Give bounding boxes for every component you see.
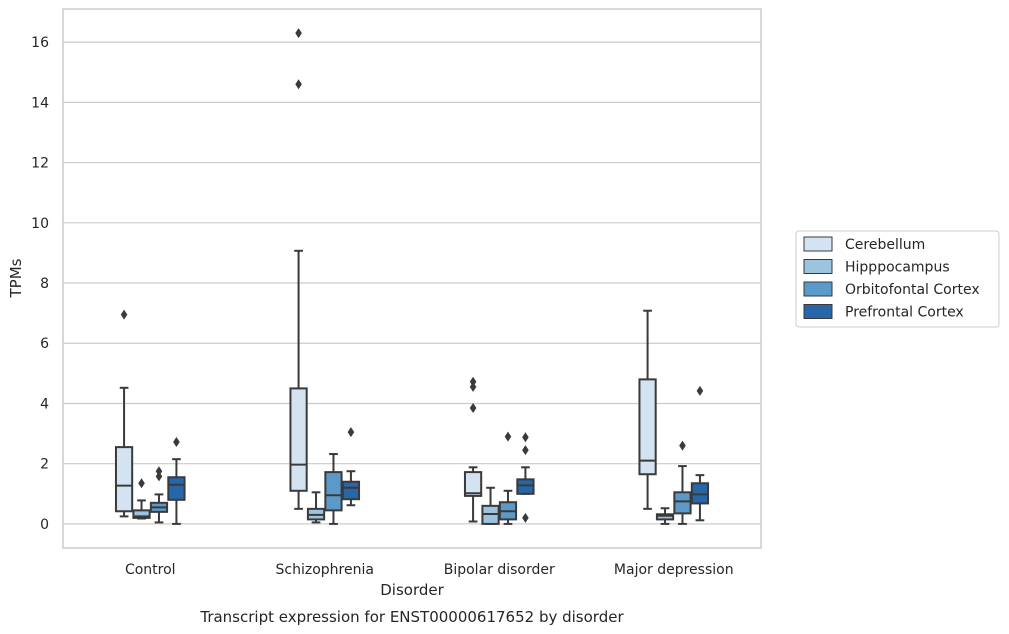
outlier-point <box>120 309 128 320</box>
outlier-point <box>469 381 477 392</box>
box-iqr <box>638 378 657 476</box>
outlier-point <box>347 427 355 438</box>
legend-label: Prefrontal Cortex <box>845 305 964 321</box>
outlier-point <box>155 466 163 477</box>
outlier-point <box>469 402 477 413</box>
x-axis-label: Disorder <box>380 581 444 599</box>
legend-swatch <box>803 236 833 252</box>
box-iqr <box>324 471 343 512</box>
x-tick-label: Schizophrenia <box>276 562 374 578</box>
box-cerebellum-1 <box>289 28 308 510</box>
outlier-point <box>522 512 529 523</box>
box-iqr <box>655 513 675 521</box>
outlier-point <box>696 385 704 396</box>
box-iqr <box>690 482 710 505</box>
box-iqr <box>463 471 483 497</box>
legend-swatch <box>803 259 833 274</box>
box-prefrontal-cortex-2 <box>516 432 535 523</box>
box-hipppocampus-1 <box>306 491 326 524</box>
x-tick-label: Major depression <box>614 562 734 578</box>
y-tick-label: 4 <box>40 396 49 412</box>
x-tick-label: Bipolar disorder <box>444 562 555 578</box>
y-tick-label: 10 <box>31 216 49 232</box>
outlier-point <box>522 432 529 443</box>
box-iqr <box>132 509 151 519</box>
box-iqr <box>289 387 308 492</box>
box-prefrontal-cortex-1 <box>341 427 361 507</box>
box-orbitofontal-cortex-3 <box>673 440 692 525</box>
legend-swatch <box>803 281 833 297</box>
box-iqr <box>673 491 692 515</box>
box-cerebellum-2 <box>463 376 483 523</box>
outlier-point <box>155 471 163 482</box>
y-tick-label: 6 <box>40 336 49 352</box>
box-prefrontal-cortex-0 <box>167 437 186 525</box>
box-orbitofontal-cortex-2 <box>498 431 518 525</box>
box-cerebellum-3 <box>638 309 657 510</box>
box-iqr <box>114 446 134 513</box>
outlier-point <box>295 79 302 90</box>
legend: Cerebellum Hipppocampus Orbitofontal Corte… <box>795 230 1000 328</box>
y-tick-label: 0 <box>40 517 49 533</box>
box-orbitofontal-cortex-0 <box>149 466 169 524</box>
box-iqr <box>341 480 361 501</box>
y-tick-label: 12 <box>31 156 49 172</box>
y-tick-label: 8 <box>40 276 49 292</box>
y-axis-label: TPMs <box>7 258 25 298</box>
x-tick-label: Control <box>125 562 176 578</box>
box-hipppocampus-0 <box>132 478 151 520</box>
box-iqr <box>516 478 535 495</box>
box-hipppocampus-2 <box>481 486 500 525</box>
box-iqr <box>167 476 186 501</box>
outlier-point <box>173 437 180 448</box>
legend-swatch <box>803 304 833 319</box>
box-prefrontal-cortex-3 <box>690 385 710 522</box>
figure-caption: Transcript expression for ENST0000061765… <box>199 608 624 626</box>
y-tick-label: 16 <box>31 35 49 51</box>
legend-label: Orbitofontal Cortex <box>845 282 980 298</box>
grid-lines <box>63 41 761 525</box>
y-tick-label: 14 <box>31 95 49 111</box>
box-plot-series <box>114 28 710 525</box>
outlier-point <box>469 376 477 387</box>
box-orbitofontal-cortex-1 <box>324 453 343 525</box>
y-tick-label: 2 <box>40 457 49 473</box>
outlier-point <box>522 445 529 456</box>
y-tick-labels: 0 2 4 6 8 10 12 14 16 <box>31 35 49 533</box>
outlier-point <box>679 440 686 451</box>
x-tick-labels: Control Schizophrenia Bipolar disorder Majo… <box>125 562 734 578</box>
outlier-point <box>504 431 512 442</box>
legend-label: Cerebellum <box>845 237 925 253</box>
legend-frame <box>795 230 1000 328</box>
plot-frame <box>62 8 762 549</box>
outlier-point <box>295 28 302 39</box>
box-hipppocampus-3 <box>655 507 675 525</box>
box-cerebellum-0 <box>114 309 134 518</box>
outlier-point <box>138 478 145 489</box>
legend-label: Hipppocampus <box>845 260 950 276</box>
